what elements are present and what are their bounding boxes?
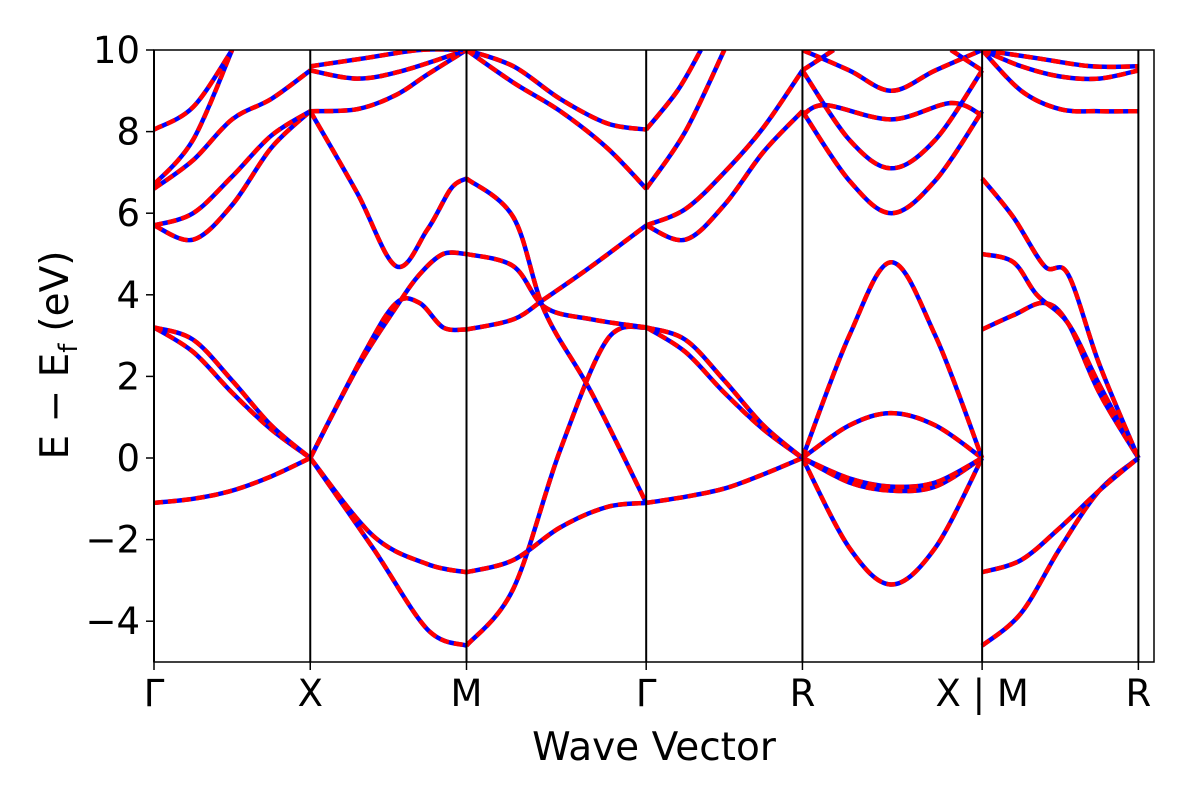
band-line-red <box>154 68 312 191</box>
x-ticks: Γ X M Γ R X | M R <box>144 662 1152 715</box>
x-tick-label: R <box>1126 672 1152 715</box>
kpoint-lines <box>153 50 1140 662</box>
band-line-blue <box>464 324 647 648</box>
band-line-red <box>644 50 727 190</box>
band-line-red <box>800 456 985 587</box>
plot-frame <box>153 49 1155 663</box>
band-line-blue <box>800 69 984 171</box>
band-line-blue <box>801 50 983 94</box>
band-line-red <box>154 455 312 506</box>
band-line-red <box>154 50 234 132</box>
band-line-blue <box>981 251 1141 460</box>
band-line-red <box>981 50 1139 82</box>
band-line-red <box>801 410 984 460</box>
band-line-red <box>308 110 468 270</box>
band-line-red <box>465 50 648 191</box>
band-line-red <box>154 325 312 460</box>
band-line-red <box>801 100 984 122</box>
x-tick-label: X <box>298 672 323 715</box>
band-line-blue <box>308 110 468 270</box>
band-line-red <box>154 50 235 187</box>
band-line-blue <box>981 456 1140 575</box>
y-axis-title-main: E − E <box>33 353 78 460</box>
band-line-red <box>801 455 984 490</box>
y-tick-label: 2 <box>116 355 140 398</box>
y-tick-label: 10 <box>93 29 140 72</box>
band-line-red <box>645 69 805 228</box>
y-tick-label: 8 <box>116 111 140 154</box>
band-line-blue <box>154 109 312 228</box>
band-line-red <box>465 176 649 504</box>
band-line-red <box>645 325 804 460</box>
band-line-blue <box>154 50 234 132</box>
x-tick-label: X | M <box>935 672 1028 715</box>
band-line-blue <box>644 50 727 190</box>
band-line-red <box>981 456 1140 575</box>
band-line-blue <box>645 455 804 506</box>
band-line-blue <box>308 250 467 460</box>
band-line-red <box>465 500 647 575</box>
band-line-red <box>308 250 467 460</box>
y-axis-title-subscript: f <box>54 343 84 353</box>
band-line-red <box>645 455 804 506</box>
band-line-red <box>308 456 468 648</box>
band-line-red <box>801 50 835 73</box>
band-line-blue <box>154 455 312 506</box>
band-line-blue <box>309 50 467 69</box>
band-line-red <box>464 324 647 648</box>
band-line-red <box>308 296 467 460</box>
band-line-red <box>466 223 648 332</box>
y-axis-title: E − Ef (eV) <box>33 250 84 459</box>
band-line-red <box>800 109 984 216</box>
band-line-red <box>980 177 1141 459</box>
band-line-blue <box>800 109 984 216</box>
band-line-red <box>801 50 983 94</box>
band-line-red <box>981 300 1141 460</box>
band-line-red <box>981 251 1141 460</box>
y-tick-label: 0 <box>116 437 140 480</box>
x-tick-label: Γ <box>636 672 657 715</box>
band-line-blue <box>465 50 647 132</box>
y-ticks: −4 −2 0 2 4 6 8 10 <box>85 29 154 643</box>
band-line-red <box>645 109 805 243</box>
band-line-red <box>154 109 312 243</box>
x-axis-title: Wave Vector <box>532 725 777 770</box>
band-line-blue <box>981 50 1139 70</box>
band-line-red <box>308 456 467 575</box>
band-line-red <box>310 50 468 114</box>
x-tick-label: Γ <box>144 672 165 715</box>
y-tick-label: 6 <box>116 192 140 235</box>
band-line-blue <box>645 109 805 243</box>
band-line-red <box>465 50 647 132</box>
y-tick-label: 4 <box>116 274 140 317</box>
x-tick-label: M <box>451 672 483 715</box>
band-line-red <box>309 50 468 81</box>
band-line-red <box>980 50 1139 114</box>
band-curves <box>154 50 1141 648</box>
y-axis-title-unit: (eV) <box>33 250 78 331</box>
band-line-red <box>800 259 985 459</box>
band-line-red <box>801 456 984 494</box>
band-line-red <box>644 50 703 132</box>
axes-frame <box>153 49 1155 663</box>
band-line-blue <box>800 259 985 459</box>
band-line-blue <box>308 456 467 575</box>
band-line-blue <box>465 500 647 575</box>
y-tick-label: −4 <box>85 600 140 643</box>
y-tick-label: −2 <box>85 519 140 562</box>
band-line-red <box>949 50 984 73</box>
band-line-blue <box>980 456 1140 648</box>
x-tick-label: R <box>790 672 816 715</box>
band-line-blue <box>981 300 1141 460</box>
